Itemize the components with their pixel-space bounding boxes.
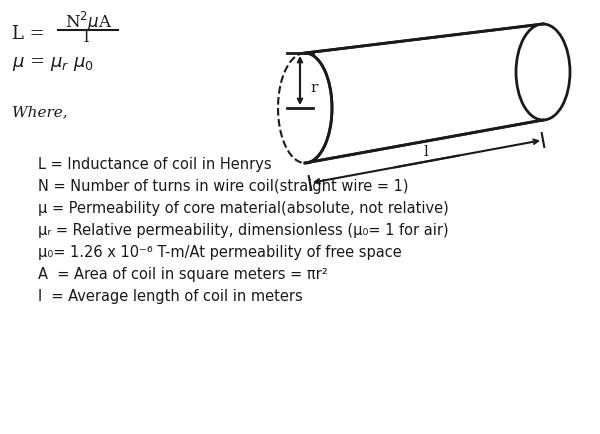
Text: Where,: Where, bbox=[12, 105, 68, 119]
Ellipse shape bbox=[278, 53, 332, 163]
Text: L =: L = bbox=[12, 25, 44, 43]
Text: l  = Average length of coil in meters: l = Average length of coil in meters bbox=[38, 289, 303, 305]
Text: L = Inductance of coil in Henrys: L = Inductance of coil in Henrys bbox=[38, 158, 272, 172]
Text: l: l bbox=[424, 145, 429, 158]
Polygon shape bbox=[305, 24, 543, 163]
Text: A  = Area of coil in square meters = πr²: A = Area of coil in square meters = πr² bbox=[38, 267, 328, 283]
Ellipse shape bbox=[516, 24, 570, 120]
Text: μ = Permeability of core material(absolute, not relative): μ = Permeability of core material(absolu… bbox=[38, 201, 449, 217]
Text: N = Number of turns in wire coil(straight wire = 1): N = Number of turns in wire coil(straigh… bbox=[38, 180, 409, 194]
Text: r: r bbox=[310, 82, 317, 95]
Text: $\mu$ = $\mu$$_r$ $\mu$$_0$: $\mu$ = $\mu$$_r$ $\mu$$_0$ bbox=[12, 55, 94, 73]
Text: l: l bbox=[84, 30, 89, 46]
Text: N$^2$$\mu$A: N$^2$$\mu$A bbox=[65, 10, 112, 34]
Text: μᵣ = Relative permeability, dimensionless (μ₀= 1 for air): μᵣ = Relative permeability, dimensionles… bbox=[38, 224, 449, 239]
Text: μ₀= 1.26 x 10⁻⁶ T-m/At permeability of free space: μ₀= 1.26 x 10⁻⁶ T-m/At permeability of f… bbox=[38, 246, 402, 260]
Bar bbox=[275, 50, 305, 166]
